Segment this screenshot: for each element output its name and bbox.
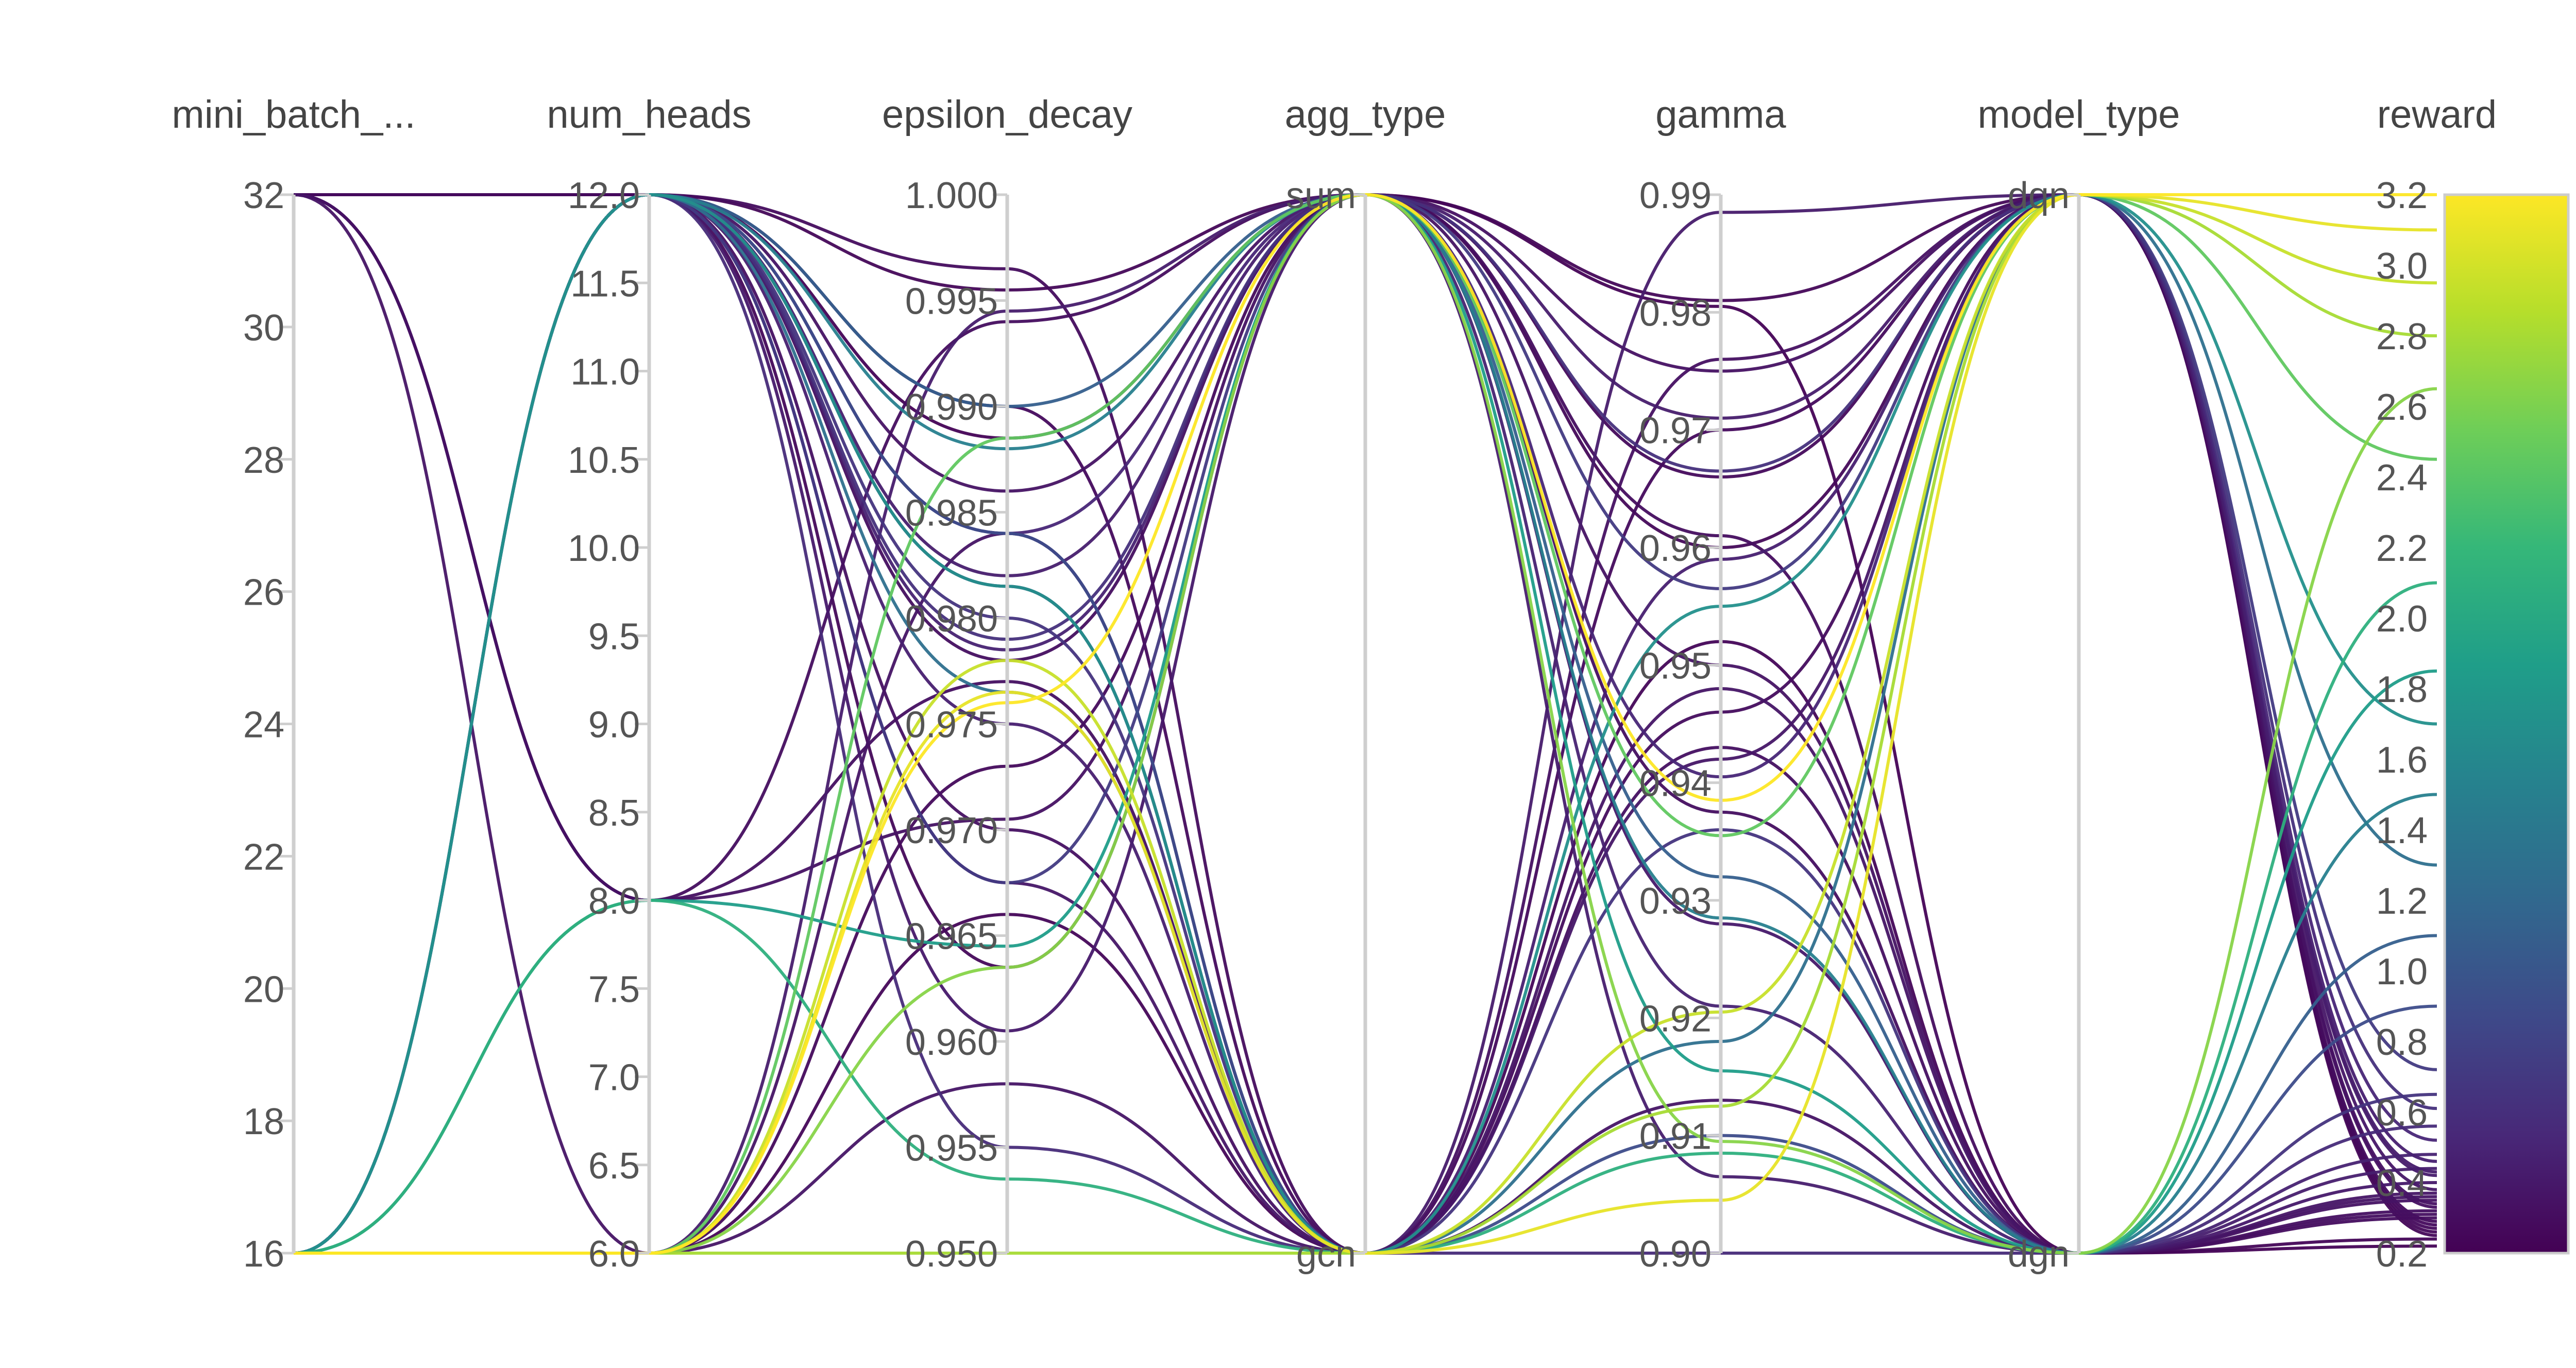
axis-title: mini_batch_... xyxy=(172,93,415,136)
data-lines xyxy=(293,193,2437,1255)
tick-label: 0.990 xyxy=(905,387,998,428)
tick-label: 0.93 xyxy=(1639,881,1711,922)
tick-label: 11.0 xyxy=(570,352,640,393)
tick-label: 6.5 xyxy=(588,1145,640,1187)
tick-label: 1.4 xyxy=(2376,810,2428,851)
data-line xyxy=(293,687,2437,1255)
tick-label: 9.0 xyxy=(588,705,640,746)
tick-label: 0.98 xyxy=(1639,293,1711,334)
tick-label: 0.4 xyxy=(2376,1163,2428,1204)
tick-label: 3.0 xyxy=(2376,246,2428,287)
tick-label: 32 xyxy=(243,175,284,216)
tick-label: 3.2 xyxy=(2376,175,2428,216)
tick-label: 0.90 xyxy=(1639,1234,1711,1275)
axis-title: epsilon_decay xyxy=(882,93,1132,136)
tick-label: 8.0 xyxy=(588,881,640,922)
axis-reward: reward 3.2 3.0 2.8 2.6 2.4 2.2 2.0 1.8 1.6 1.4 1.2 1… xyxy=(2376,93,2497,1275)
tick-label: 24 xyxy=(243,705,284,746)
axis-title: num_heads xyxy=(547,93,751,136)
tick-label: 11.5 xyxy=(570,263,640,304)
tick-label: 10.0 xyxy=(568,528,640,569)
axes: mini_batch_... 32 30 28 26 24 22 20 18 16 num_head… xyxy=(172,93,2497,1275)
tick-label: 20 xyxy=(243,969,284,1010)
tick-label: 12.0 xyxy=(568,175,640,216)
tick-label: 1.0 xyxy=(2376,951,2428,993)
tick-label: 0.975 xyxy=(905,705,998,746)
tick-label: 0.95 xyxy=(1639,645,1711,687)
tick-label: 0.97 xyxy=(1639,411,1711,452)
tick-label: 18 xyxy=(243,1101,284,1142)
tick-label: 2.6 xyxy=(2376,387,2428,428)
axis-title: agg_type xyxy=(1285,93,1446,136)
tick-label: 2.8 xyxy=(2376,316,2428,357)
tick-label: 1.8 xyxy=(2376,669,2428,710)
tick-label: 0.980 xyxy=(905,598,998,640)
tick-label: 9.5 xyxy=(588,616,640,657)
axis-title: gamma xyxy=(1655,93,1786,136)
tick-label: 7.0 xyxy=(588,1057,640,1099)
axis-mini-batch-: mini_batch_... 32 30 28 26 24 22 20 18 16 xyxy=(172,93,415,1275)
tick-label: 0.6 xyxy=(2376,1092,2428,1134)
axis-gamma: gamma 0.99 0.98 0.97 0.96 0.95 0.94 0.93 0.92 0.9… xyxy=(1639,93,1787,1275)
tick-label: 0.92 xyxy=(1639,998,1711,1039)
tick-label: 0.8 xyxy=(2376,1022,2428,1063)
axis-epsilon-decay: epsilon_decay 1.000 0.995 0.990 0.985 0.980 0.… xyxy=(882,93,1132,1275)
tick-label: 22 xyxy=(243,836,284,878)
tick-label: 30 xyxy=(243,307,284,349)
colorbar-fill xyxy=(2445,195,2568,1253)
tick-label: 10.5 xyxy=(568,440,640,481)
axis-num-heads: num_heads 12.0 11.5 11.0 10.5 10.0 9.5 9.0 8.5 8.… xyxy=(547,93,751,1275)
tick-label: 1.2 xyxy=(2376,881,2428,922)
axis-title: reward xyxy=(2377,93,2497,136)
tick-label: dgn xyxy=(2008,1234,2070,1275)
tick-label: 0.96 xyxy=(1639,528,1711,569)
tick-label: dqn xyxy=(2008,175,2070,216)
tick-label: 0.2 xyxy=(2376,1234,2428,1275)
data-line xyxy=(293,193,2437,1255)
tick-label: gcn xyxy=(1296,1234,1356,1275)
tick-label: 1.000 xyxy=(905,175,998,216)
tick-label: 1.6 xyxy=(2376,740,2428,781)
tick-label: 0.960 xyxy=(905,1022,998,1063)
tick-label: 0.99 xyxy=(1639,175,1711,216)
tick-label: 2.0 xyxy=(2376,598,2428,640)
tick-label: 0.970 xyxy=(905,810,998,851)
axis-title: model_type xyxy=(1978,93,2180,136)
tick-label: 16 xyxy=(243,1234,284,1275)
tick-label: 26 xyxy=(243,572,284,613)
tick-label: 6.0 xyxy=(588,1234,640,1275)
tick-label: sum xyxy=(1286,175,1356,216)
tick-label: 8.5 xyxy=(588,793,640,834)
tick-label: 0.985 xyxy=(905,493,998,534)
tick-label: 0.965 xyxy=(905,916,998,957)
tick-label: 0.91 xyxy=(1639,1116,1711,1157)
tick-label: 2.4 xyxy=(2376,457,2428,499)
data-line xyxy=(293,193,2437,1255)
colorbar xyxy=(2443,193,2570,1255)
tick-label: 0.995 xyxy=(905,281,998,322)
colorbar-frame xyxy=(2443,193,2570,1255)
tick-label: 0.955 xyxy=(905,1128,998,1169)
tick-label: 7.5 xyxy=(588,969,640,1010)
tick-label: 0.950 xyxy=(905,1234,998,1275)
tick-label: 28 xyxy=(243,440,284,481)
tick-label: 0.94 xyxy=(1639,763,1711,805)
tick-label: 2.2 xyxy=(2376,528,2428,569)
